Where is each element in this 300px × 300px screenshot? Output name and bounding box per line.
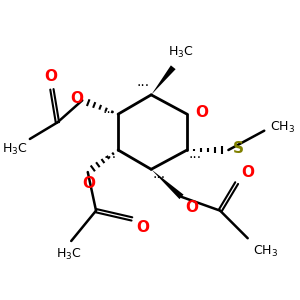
Text: O: O xyxy=(70,91,84,106)
Text: O: O xyxy=(186,200,199,214)
Text: O: O xyxy=(44,69,57,84)
Text: H$_3$C: H$_3$C xyxy=(2,142,27,157)
Text: ···: ··· xyxy=(188,152,202,165)
Text: O: O xyxy=(136,220,149,235)
Polygon shape xyxy=(151,65,175,95)
Text: ···: ··· xyxy=(153,171,166,185)
Text: O: O xyxy=(241,165,254,180)
Text: O: O xyxy=(196,105,209,120)
Text: O: O xyxy=(82,176,96,191)
Polygon shape xyxy=(151,169,184,199)
Text: S: S xyxy=(232,141,244,156)
Text: H$_3$C: H$_3$C xyxy=(56,247,81,262)
Text: H$_3$C: H$_3$C xyxy=(168,45,193,60)
Text: ···: ··· xyxy=(103,152,117,165)
Text: ···: ··· xyxy=(102,106,115,120)
Text: ···: ··· xyxy=(137,80,150,94)
Text: CH$_3$: CH$_3$ xyxy=(270,120,295,136)
Text: CH$_3$: CH$_3$ xyxy=(253,244,278,259)
